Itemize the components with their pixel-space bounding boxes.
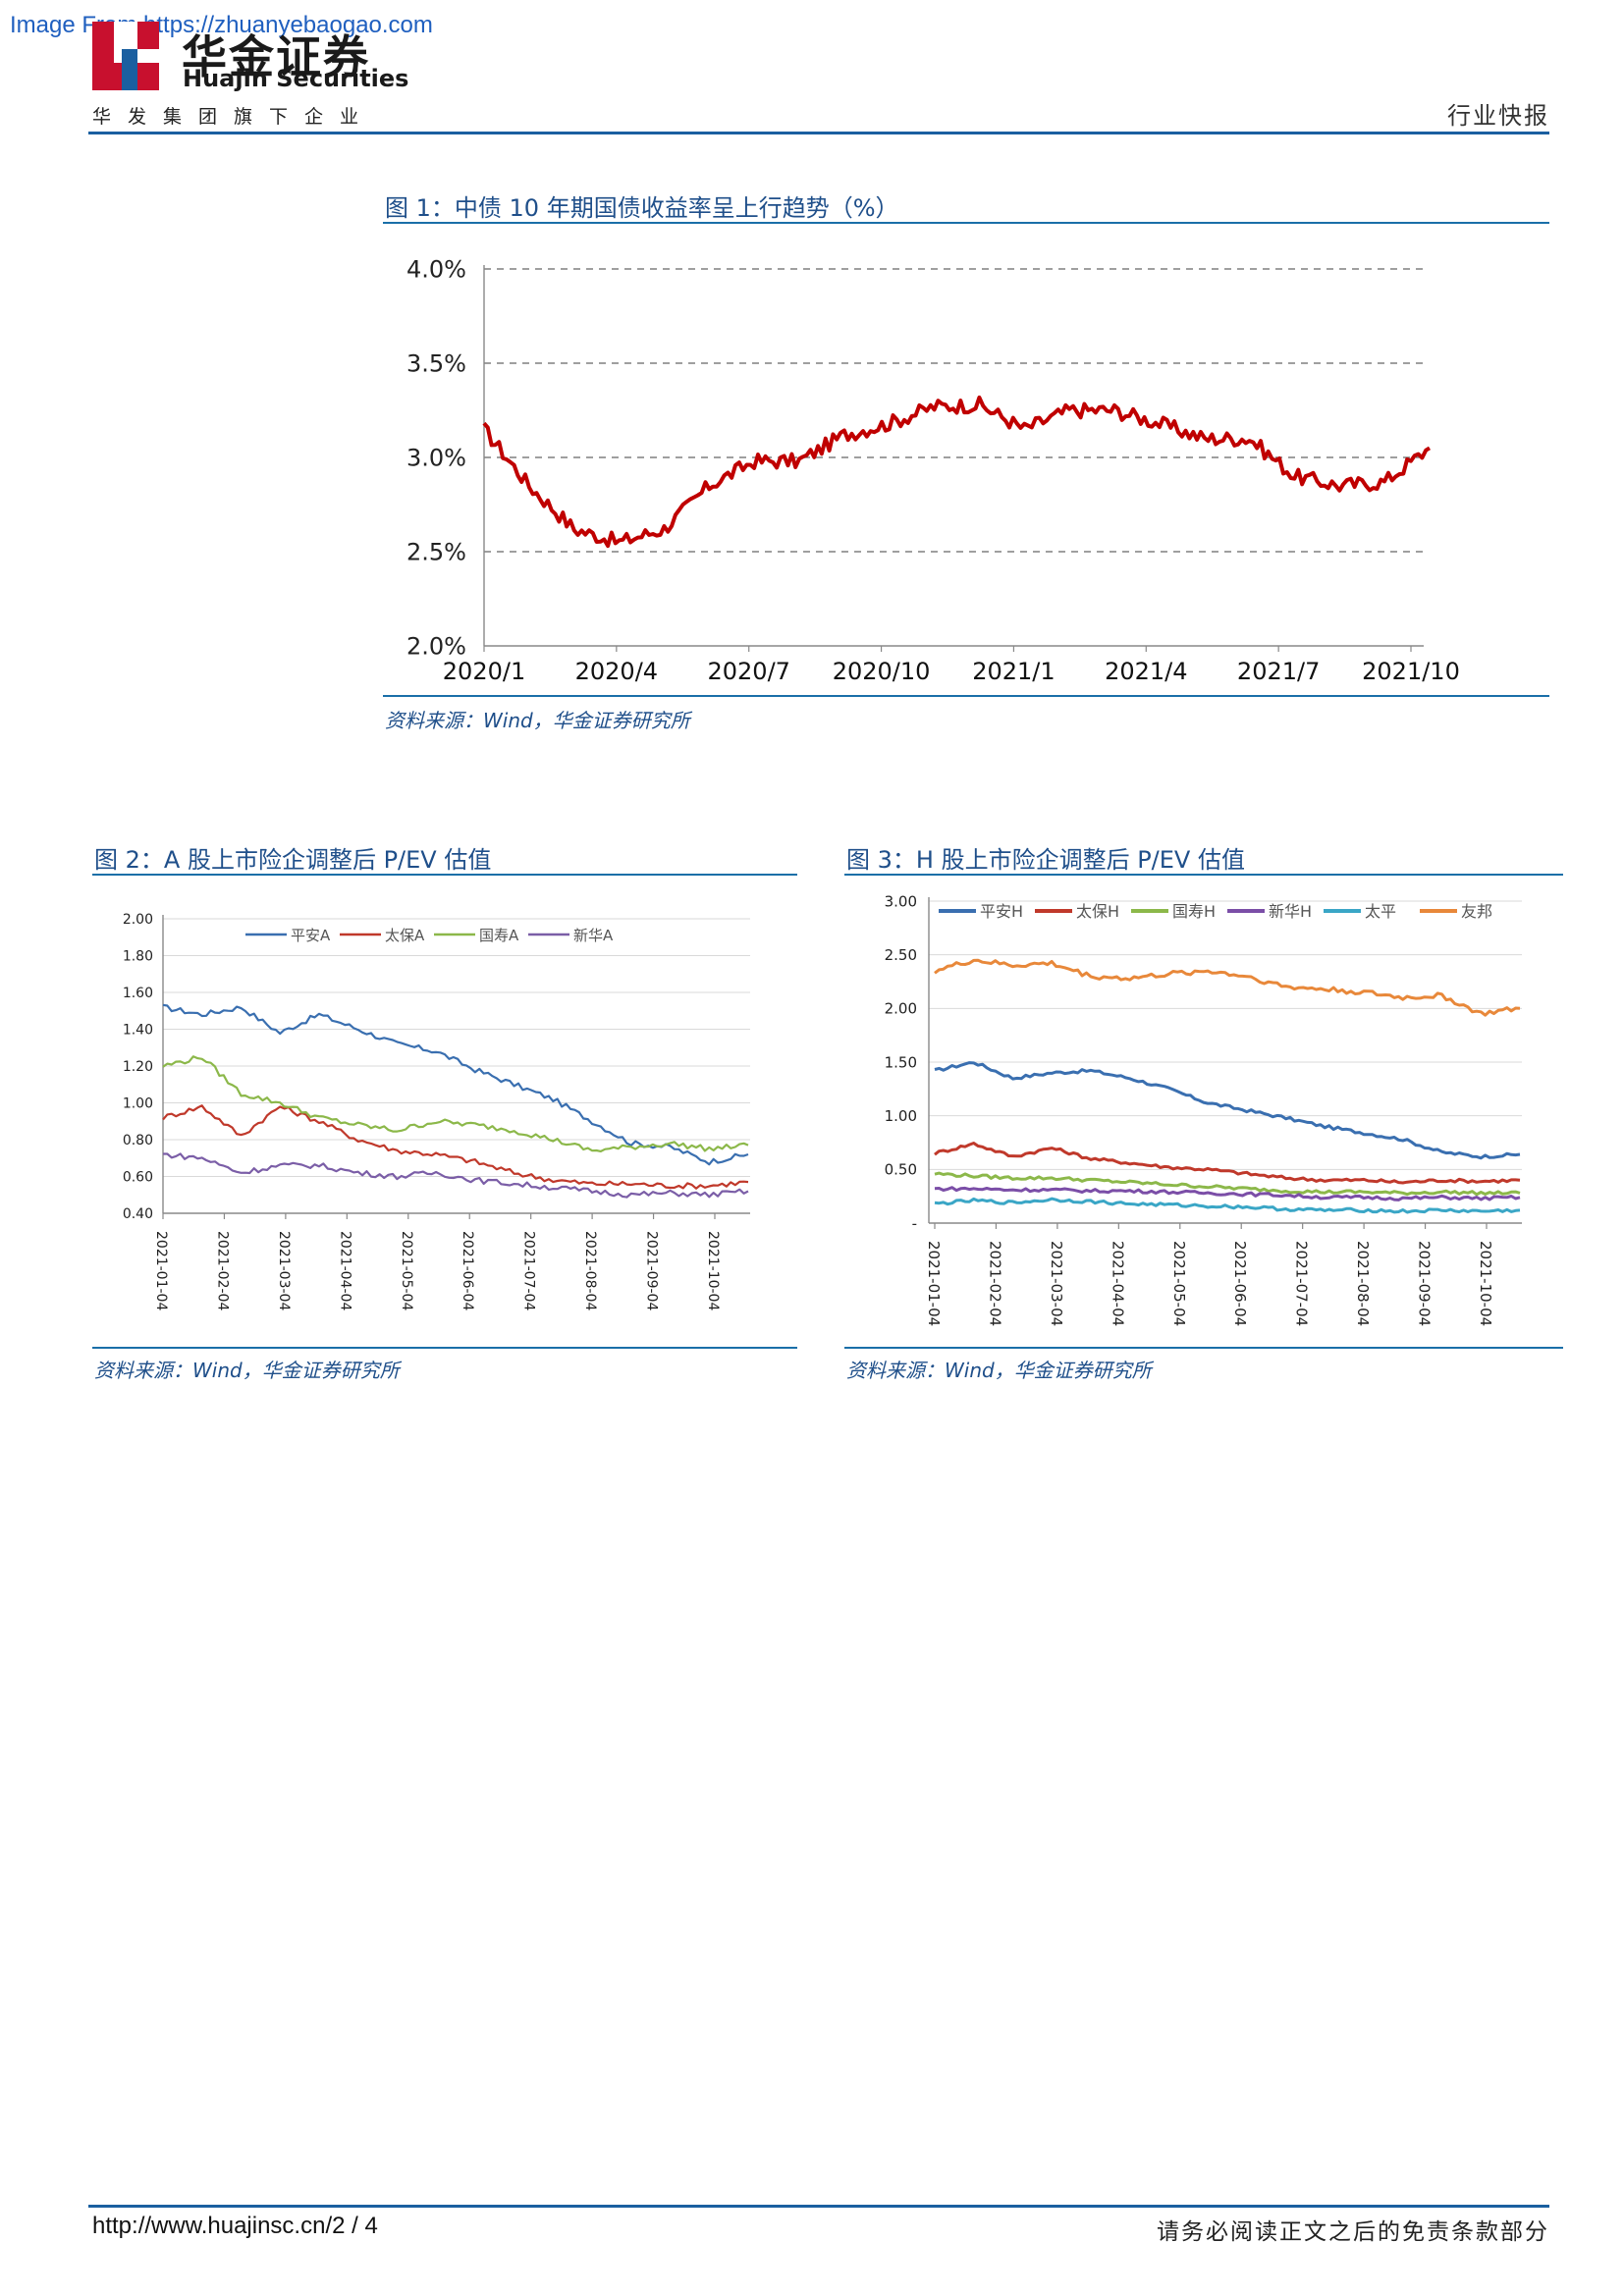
series-line [934,958,1521,1017]
fig3-title: 图 3：H 股上市险企调整后 P/EV 估值 [846,846,1245,874]
legend-label: 国寿A [479,927,519,944]
x-tick-label: 2020/7 [707,658,789,685]
y-tick-label: 0.50 [885,1161,917,1179]
x-tick-label: 2021-02-04 [214,1231,230,1310]
y-tick-label: 1.50 [885,1053,917,1071]
x-tick-label: 2020/1 [443,658,525,685]
x-tick-label: 2021-07-04 [1293,1241,1311,1326]
legend-label: 平安H [980,902,1023,921]
y-tick-label: 2.00 [123,912,153,928]
series-line [163,1152,749,1199]
legend-label: 太平 [1365,902,1396,921]
x-tick-label: 2021-04-04 [1109,1241,1126,1326]
fig1-source: 资料来源：Wind，华金证券研究所 [385,709,690,732]
fig1-chart: 2.0% 2.5% 3.0% 3.5% 4.0% 2020/1 2020/4 2020/7 20… [406,255,1460,685]
fig1-bottom-rule [383,695,1549,697]
y-tick-label: 2.00 [885,1000,917,1018]
fig2-chart: 0.40 0.60 0.80 1.00 1.20 1.40 1.60 1.80 2.00 2021… [123,912,750,1310]
y-tick-label: 1.60 [123,986,153,1001]
x-tick-label: 2021/1 [972,658,1055,685]
y-tick-label: 0.60 [123,1169,153,1185]
x-tick-label: 2021-10-04 [1477,1241,1494,1326]
fig2-bottom-rule [92,1347,797,1349]
y-tick-label: 2.5% [406,538,466,565]
x-tick-label: 2021-01-04 [925,1241,943,1326]
fig2-title: 图 2：A 股上市险企调整后 P/EV 估值 [94,846,492,874]
legend-label: 新华H [1269,902,1312,921]
fig3-chart: - 0.50 1.00 1.50 2.00 2.50 3.00 2021-01-04 2021-… [885,892,1522,1326]
fig3-bottom-rule [844,1347,1563,1349]
y-tick-label: 1.00 [885,1107,917,1125]
x-tick-label: 2021-09-04 [644,1231,660,1310]
y-tick-label: - [912,1214,917,1232]
y-tick-label: 3.0% [406,444,466,471]
legend-label: 新华A [573,927,614,944]
y-tick-label: 2.0% [406,632,466,660]
fig2-source: 资料来源：Wind，华金证券研究所 [94,1359,400,1382]
legend-label: 友邦 [1461,902,1492,921]
fig3-source: 资料来源：Wind，华金证券研究所 [846,1359,1152,1382]
series-line [934,1061,1521,1160]
series-line [934,1186,1521,1201]
fig2-title-rule [92,874,797,876]
y-tick-label: 0.40 [123,1206,153,1222]
fig1-title-rule [383,222,1549,224]
y-tick-label: 1.80 [123,948,153,964]
fig3-title-rule [844,874,1563,876]
series-line [162,1055,749,1152]
x-tick-label: 2021-07-04 [521,1231,537,1310]
footer-divider [88,2205,1549,2208]
x-tick-label: 2021-05-04 [1170,1241,1188,1326]
y-tick-label: 1.00 [123,1095,153,1111]
x-tick-label: 2021-06-04 [460,1231,475,1310]
series-line [162,1104,749,1190]
x-tick-label: 2021-01-04 [153,1231,169,1310]
y-tick-label: 2.50 [885,946,917,964]
series-line [482,395,1432,549]
legend-label: 平安A [291,927,331,944]
legend-label: 太保H [1076,902,1119,921]
logo-subtitle: 华发集团旗下企业 [92,106,376,128]
y-tick-label: 3.00 [885,892,917,910]
x-tick-label: 2021-09-04 [1416,1241,1434,1326]
x-tick-label: 2021/7 [1237,658,1320,685]
fig1-title: 图 1：中债 10 年期国债收益率呈上行趋势（%） [385,194,899,222]
y-tick-label: 1.40 [123,1022,153,1038]
series-line [162,1003,749,1166]
legend-label: 国寿H [1172,902,1216,921]
y-tick-label: 1.20 [123,1059,153,1075]
x-tick-label: 2021/4 [1105,658,1187,685]
x-tick-label: 2021-05-04 [399,1231,414,1310]
report-type: 行业快报 [1447,102,1549,130]
series-line [934,1171,1521,1197]
footer-url[interactable]: http://www.huajinsc.cn/2 / 4 [92,2213,378,2239]
x-tick-label: 2021-02-04 [986,1241,1003,1326]
legend-label: 太保A [385,927,425,944]
x-tick-label: 2021-03-04 [1048,1241,1065,1326]
series-line [934,1142,1521,1185]
y-tick-label: 3.5% [406,349,466,377]
x-tick-label: 2021-04-04 [337,1231,352,1310]
x-tick-label: 2021-10-04 [705,1231,721,1310]
y-tick-label: 4.0% [406,255,466,283]
huajin-logo-icon [92,22,159,90]
header-divider [88,132,1549,134]
x-tick-label: 2021-08-04 [582,1231,598,1310]
logo-chinese-name: 华金证券 [182,30,370,83]
series-line [934,1197,1521,1214]
watermark-text: Image From https://zhuanyebaogao.com [10,12,433,38]
x-tick-label: 2021/10 [1362,658,1460,685]
x-tick-label: 2021-03-04 [276,1231,292,1310]
y-tick-label: 0.80 [123,1133,153,1148]
logo-english-name: Huajin Securities [183,65,409,92]
footer-disclaimer: 请务必阅读正文之后的免责条款部分 [1157,2219,1549,2245]
x-tick-label: 2020/4 [575,658,658,685]
x-tick-label: 2021-08-04 [1354,1241,1372,1326]
x-tick-label: 2021-06-04 [1231,1241,1249,1326]
x-tick-label: 2020/10 [833,658,931,685]
